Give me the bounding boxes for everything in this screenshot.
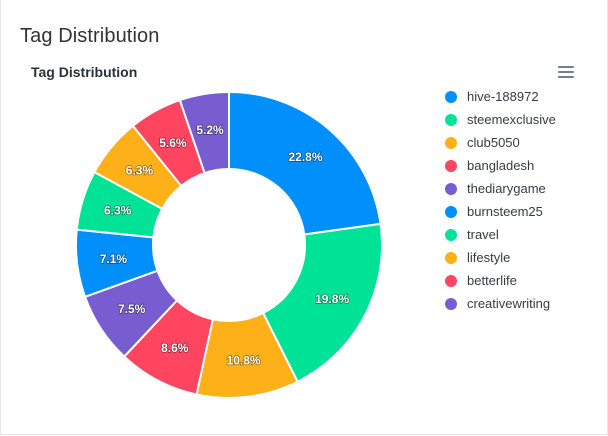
menu-bar — [558, 71, 574, 73]
legend-item[interactable]: burnsteem25 — [445, 200, 605, 223]
legend-marker — [445, 182, 457, 195]
legend-item[interactable]: travel — [445, 223, 605, 246]
legend-label: creativewriting — [467, 296, 551, 311]
donut-slice-creativewriting[interactable] — [178, 90, 230, 175]
legend-label: club5050 — [467, 135, 520, 150]
legend-item[interactable]: betterlife — [445, 269, 605, 292]
legend-item[interactable]: lifestyle — [445, 246, 605, 269]
legend-marker — [445, 136, 457, 149]
menu-bar — [558, 76, 574, 78]
legend-label: burnsteem25 — [467, 204, 543, 219]
legend-item[interactable]: creativewriting — [445, 292, 605, 315]
slice-data-label: 6.3% — [104, 204, 132, 218]
legend-label: travel — [467, 227, 499, 242]
legend-marker — [445, 297, 457, 310]
legend-label: steemexclusive — [467, 112, 556, 127]
legend-label: thediarygame — [467, 181, 546, 196]
card-title: Tag Distribution — [20, 25, 160, 47]
legend-marker — [445, 251, 457, 264]
legend-item[interactable]: hive-188972 — [445, 85, 605, 108]
legend-marker — [445, 274, 457, 287]
slice-data-label: 22.8% — [288, 150, 322, 164]
legend-item[interactable]: bangladesh — [445, 154, 605, 177]
slice-data-label: 7.5% — [118, 302, 146, 316]
menu-bar — [558, 66, 574, 68]
donut-chart: 22.8% 19.8% 10.8% 8.6% 7.5% 7.1% 6.3% 6.3% 5.6% 5… — [75, 90, 383, 399]
legend-label: betterlife — [467, 273, 517, 288]
hamburger-menu-icon[interactable] — [558, 66, 574, 78]
legend-item[interactable]: steemexclusive — [445, 108, 605, 131]
legend-marker — [445, 228, 457, 241]
legend-label: bangladesh — [467, 158, 535, 173]
legend-marker — [445, 205, 457, 218]
donut-slice-steemexclusive[interactable] — [261, 222, 383, 384]
legend-item[interactable]: thediarygame — [445, 177, 605, 200]
legend-label: lifestyle — [467, 250, 511, 265]
donut-slice-hive-188972[interactable] — [228, 90, 382, 236]
chart-legend: hive-188972 steemexclusive club5050 banglad… — [445, 85, 605, 315]
legend-item[interactable]: club5050 — [445, 131, 605, 154]
slice-data-label: 5.6% — [159, 136, 187, 150]
slice-data-label: 7.1% — [100, 252, 128, 266]
slice-data-label: 8.6% — [161, 341, 189, 355]
legend-marker — [445, 90, 457, 103]
chart-title: Tag Distribution — [31, 64, 138, 80]
legend-marker — [445, 159, 457, 172]
legend-marker — [445, 113, 457, 126]
legend-label: hive-188972 — [467, 89, 539, 104]
slice-data-label: 10.8% — [227, 354, 261, 368]
slice-data-label: 19.8% — [315, 292, 349, 306]
slice-data-label: 5.2% — [196, 123, 224, 137]
slice-data-label: 6.3% — [126, 163, 154, 177]
